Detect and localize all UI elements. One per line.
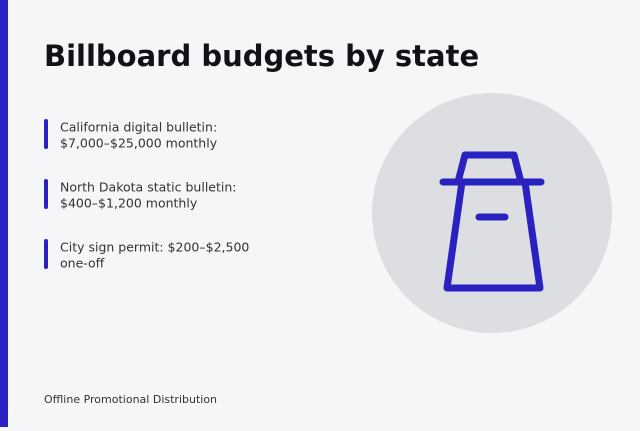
item-bar bbox=[44, 179, 48, 209]
item-text: North Dakota static bulletin: bbox=[60, 180, 237, 195]
item-text: one-off bbox=[60, 256, 105, 271]
item-text: $7,000–$25,000 monthly bbox=[60, 136, 218, 151]
title: Billboard budgets by state bbox=[44, 39, 479, 73]
item-text: $400–$1,200 monthly bbox=[60, 196, 198, 211]
icon-circle bbox=[372, 93, 612, 333]
footer: Offline Promotional Distribution bbox=[44, 393, 217, 406]
item-text: City sign permit: $200–$2,500 bbox=[60, 240, 249, 255]
item-list: California digital bulletin:$7,000–$25,0… bbox=[44, 119, 249, 271]
item-bar bbox=[44, 239, 48, 269]
item-bar bbox=[44, 119, 48, 149]
bag-body bbox=[443, 178, 544, 292]
accent-bar bbox=[0, 0, 8, 427]
item-text: California digital bulletin: bbox=[60, 120, 217, 135]
bag-top bbox=[454, 151, 525, 186]
bag-icon bbox=[439, 151, 545, 292]
